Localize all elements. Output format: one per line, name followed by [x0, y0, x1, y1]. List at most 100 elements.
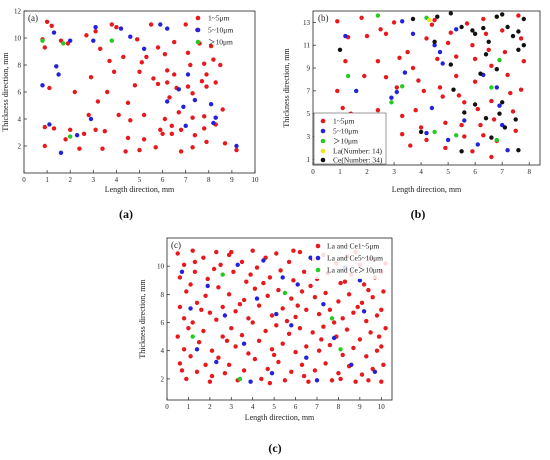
panel-c-point-series-1 — [226, 292, 232, 297]
panel-c-point-series-1 — [280, 341, 285, 346]
panel-b-point-series-1 — [335, 88, 340, 94]
panel-c-point-series-2 — [261, 258, 266, 263]
panel-b-point-series-1 — [440, 94, 445, 99]
panel-c-point-series-1 — [304, 344, 309, 349]
panel-b-point-series-1 — [362, 73, 367, 79]
panel-b-point-series-3 — [494, 137, 499, 143]
panel-c-point-series-1 — [374, 348, 380, 353]
panel-b-point-series-1 — [462, 100, 467, 105]
panel-a-point-series-1 — [63, 137, 68, 142]
panel-b-point-series-5 — [448, 62, 453, 67]
panel-b-point-series-1 — [470, 43, 475, 48]
panel-a-point-series-1 — [95, 99, 101, 104]
panel-b-point-series-5 — [481, 25, 486, 31]
panel-c-point-series-1 — [224, 338, 230, 343]
panel-c-point-series-1 — [233, 309, 238, 314]
panel-b-point-series-1 — [410, 65, 416, 71]
panel-c-point-series-1 — [192, 259, 198, 265]
panel-c-point-series-1 — [299, 362, 305, 367]
panel-b-point-series-1 — [408, 143, 413, 148]
panel-b-point-series-5 — [478, 71, 483, 76]
panel-c-point-series-2 — [308, 255, 313, 260]
panel-a-point-series-1 — [178, 149, 184, 154]
panel-b-point-series-2 — [445, 137, 451, 143]
panel-c-point-series-1 — [381, 289, 386, 294]
panel-c-point-series-1 — [248, 272, 253, 277]
panel-a-point-series-1 — [192, 133, 198, 138]
panel-b-point-series-1 — [391, 20, 397, 25]
panel-c-point-series-1 — [214, 249, 219, 255]
panel-c-point-series-2 — [321, 302, 326, 307]
panel-c-x-tick-label: 3 — [230, 403, 234, 411]
panel-c-point-series-1 — [321, 324, 326, 329]
panel-c-point-series-1 — [282, 378, 288, 383]
panel-b-point-series-2 — [437, 49, 443, 55]
panel-c-point-series-1 — [312, 295, 318, 300]
panel-a-point-series-3 — [68, 134, 73, 139]
panel-b-series-1 — [335, 13, 526, 160]
panel-c-point-series-3 — [329, 316, 335, 321]
panel-c-point-series-2 — [274, 311, 279, 317]
panel-a-x-tick-label: 6 — [161, 176, 165, 184]
panel-b-point-series-1 — [521, 59, 526, 64]
panel-a-point-series-1 — [234, 147, 239, 153]
panel-c-point-series-1 — [259, 376, 264, 382]
panel-c-ylabel: Thickness direction, mm — [138, 279, 147, 359]
panel-a-x-tick-label: 5 — [138, 176, 142, 184]
panel-b-point-series-3 — [497, 57, 502, 63]
panel-b-series-2 — [343, 19, 510, 153]
panel-a-point-series-1 — [155, 45, 161, 50]
panel-c-point-series-1 — [353, 379, 358, 384]
panel-c-point-series-1 — [336, 371, 341, 376]
panel-a-point-series-1 — [137, 69, 142, 75]
panel-b-point-series-2 — [432, 43, 437, 48]
panel-c-point-series-1 — [207, 379, 213, 384]
panel-c-point-series-1 — [379, 344, 384, 349]
panel-b-point-series-5 — [448, 11, 453, 16]
panel-a-point-series-2 — [165, 99, 170, 104]
panel-a-point-series-1 — [158, 127, 163, 132]
panel-a-point-series-1 — [123, 149, 128, 154]
panel-c-point-series-2 — [304, 355, 309, 360]
panel-a-point-series-1 — [100, 146, 105, 151]
panel-c-legend-label-2: La and Ce5~10μm — [327, 254, 383, 263]
panel-b-point-series-1 — [518, 36, 524, 41]
panel-a-point-series-1 — [114, 25, 119, 30]
panel-c-point-series-1 — [293, 314, 298, 320]
panel-a-y-tick-label: 4 — [18, 116, 22, 124]
panel-a-y-tick-label: 8 — [18, 62, 22, 70]
panel-b-point-series-2 — [440, 61, 445, 66]
panel-c-point-series-1 — [246, 316, 251, 321]
panel-c-point-series-2 — [194, 347, 200, 352]
panel-c-x-tick-label: 1 — [187, 403, 191, 411]
panel-b-point-series-2 — [394, 89, 399, 95]
panel-a-y-tick-label: 6 — [18, 89, 22, 97]
panel-b-point-series-1 — [429, 22, 435, 27]
panel-c-point-series-1 — [252, 286, 258, 291]
panel-c-point-series-1 — [254, 265, 260, 270]
panel-b-point-series-1 — [418, 125, 424, 130]
panel-b-point-series-3 — [454, 133, 459, 138]
panel-c-point-series-1 — [226, 362, 232, 367]
panel-a-point-series-1 — [172, 39, 177, 45]
panel-c-point-series-1 — [316, 348, 322, 353]
panel-b-ylabel: Thickness direction, mm — [282, 48, 291, 128]
panel-b-point-series-1 — [454, 73, 459, 79]
panel-c-label: (c) — [171, 240, 181, 250]
panel-b-point-series-5 — [502, 125, 508, 130]
panel-b-point-series-5 — [513, 117, 518, 122]
panel-a-point-series-1 — [42, 143, 47, 149]
panel-c-point-series-1 — [265, 366, 270, 372]
panel-b-y-tick-label: 7 — [307, 87, 311, 95]
panel-c-point-series-1 — [329, 378, 335, 383]
panel-c-point-series-1 — [327, 307, 333, 312]
panel-a-point-series-2 — [54, 64, 59, 69]
panel-b-point-series-4 — [427, 17, 432, 23]
panel-c-point-series-1 — [327, 342, 333, 348]
panel-c-point-series-1 — [244, 279, 249, 284]
panel-c-point-series-1 — [269, 313, 275, 318]
panel-c-point-series-1 — [216, 285, 221, 290]
panel-c-point-series-1 — [218, 262, 223, 267]
panel-c-point-series-2 — [235, 262, 240, 267]
